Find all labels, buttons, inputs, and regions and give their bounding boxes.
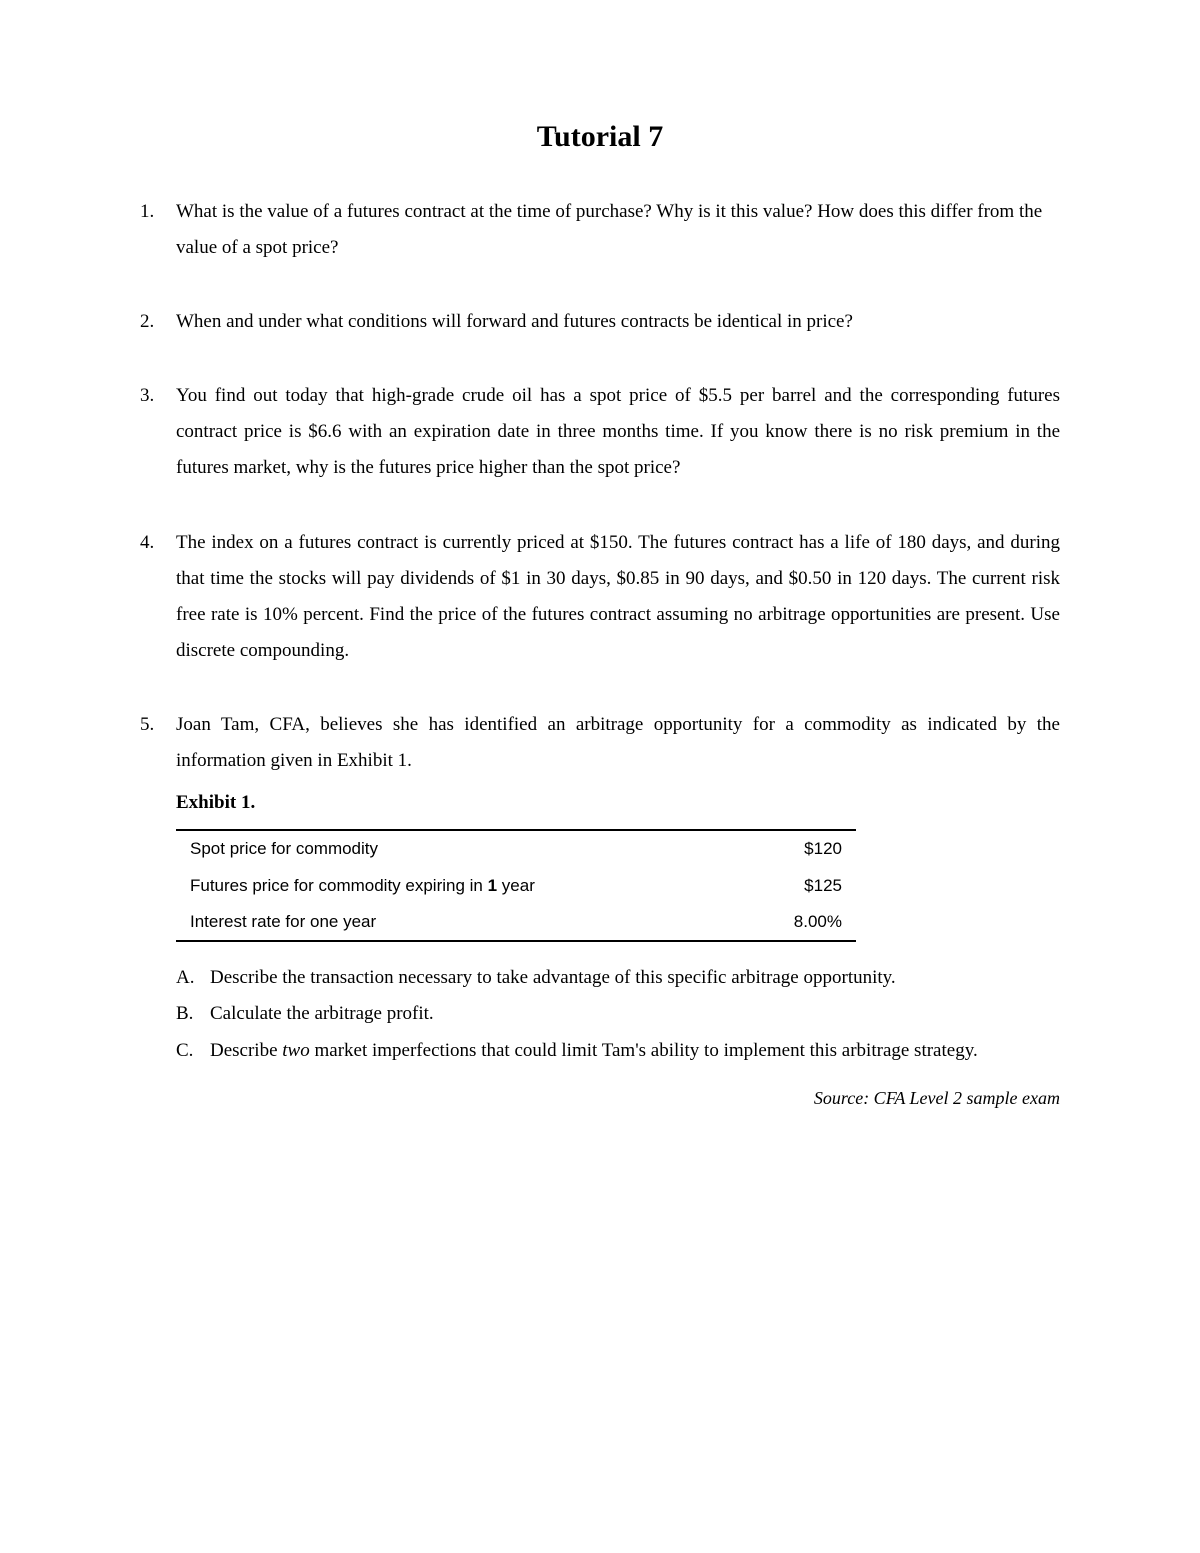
sub-question-b: B. Calculate the arbitrage profit. [176, 998, 1060, 1030]
table-cell-value: 8.00% [766, 904, 856, 941]
question-body: What is the value of a futures contract … [176, 194, 1060, 266]
table-row: Futures price for commodity expiring in … [176, 868, 856, 904]
page-title: Tutorial 7 [140, 120, 1060, 154]
question-2: 2. When and under what conditions will f… [140, 304, 1060, 340]
table-cell-label: Spot price for commodity [176, 830, 766, 867]
sub-question-c: C. Describe two market imperfections tha… [176, 1035, 1060, 1067]
table-cell-value: $120 [766, 830, 856, 867]
sub-question-list: A. Describe the transaction necessary to… [176, 962, 1060, 1067]
question-number: 3. [140, 378, 176, 486]
source-attribution: Source: CFA Level 2 sample exam [176, 1081, 1060, 1115]
document-page: Tutorial 7 1. What is the value of a fut… [0, 0, 1200, 1553]
question-number: 4. [140, 525, 176, 669]
question-number: 1. [140, 194, 176, 266]
question-number: 5. [140, 707, 176, 1115]
question-body: You find out today that high-grade crude… [176, 378, 1060, 486]
exhibit-table: Spot price for commodity $120 Futures pr… [176, 829, 856, 942]
question-5: 5. Joan Tam, CFA, believes she has ident… [140, 707, 1060, 1115]
question-1: 1. What is the value of a futures contra… [140, 194, 1060, 266]
sub-question-a: A. Describe the transaction necessary to… [176, 962, 1060, 994]
sub-letter: A. [176, 962, 210, 994]
question-body: When and under what conditions will forw… [176, 304, 1060, 340]
exhibit-label: Exhibit 1. [176, 785, 1060, 821]
table-row: Interest rate for one year 8.00% [176, 904, 856, 941]
sub-body: Describe the transaction necessary to ta… [210, 962, 1060, 994]
sub-letter: C. [176, 1035, 210, 1067]
question-body: The index on a futures contract is curre… [176, 525, 1060, 669]
sub-body: Calculate the arbitrage profit. [210, 998, 1060, 1030]
sub-letter: B. [176, 998, 210, 1030]
table-cell-label: Futures price for commodity expiring in … [176, 868, 766, 904]
sub-body: Describe two market imperfections that c… [210, 1035, 1060, 1067]
table-cell-value: $125 [766, 868, 856, 904]
question-4: 4. The index on a futures contract is cu… [140, 525, 1060, 669]
table-row: Spot price for commodity $120 [176, 830, 856, 867]
question-list: 1. What is the value of a futures contra… [140, 194, 1060, 1115]
question-intro: Joan Tam, CFA, believes she has identifi… [176, 707, 1060, 779]
question-3: 3. You find out today that high-grade cr… [140, 378, 1060, 486]
table-cell-label: Interest rate for one year [176, 904, 766, 941]
question-body: Joan Tam, CFA, believes she has identifi… [176, 707, 1060, 1115]
question-number: 2. [140, 304, 176, 340]
